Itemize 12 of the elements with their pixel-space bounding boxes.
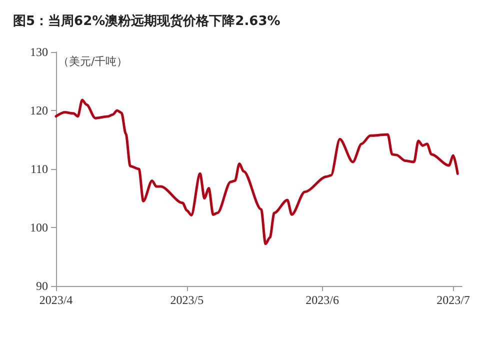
y-tick-label: 100 [30,220,48,234]
x-tick-label: 2023/5 [170,293,204,307]
chart-title: 图5：当周62%澳粉远期现货价格下降2.63% [13,13,280,29]
y-axis-title: （美元/千吨） [58,55,128,68]
line-series [54,98,459,246]
x-tick-label: 2023/4 [39,293,73,307]
y-tick-label: 110 [30,162,48,176]
y-tick-label: 90 [36,279,48,293]
x-tick-label: 2023/6 [306,293,339,307]
x-tick-label: 2023/7 [436,293,470,307]
y-tick-label: 130 [30,45,48,59]
y-tick-label: 120 [30,104,48,118]
